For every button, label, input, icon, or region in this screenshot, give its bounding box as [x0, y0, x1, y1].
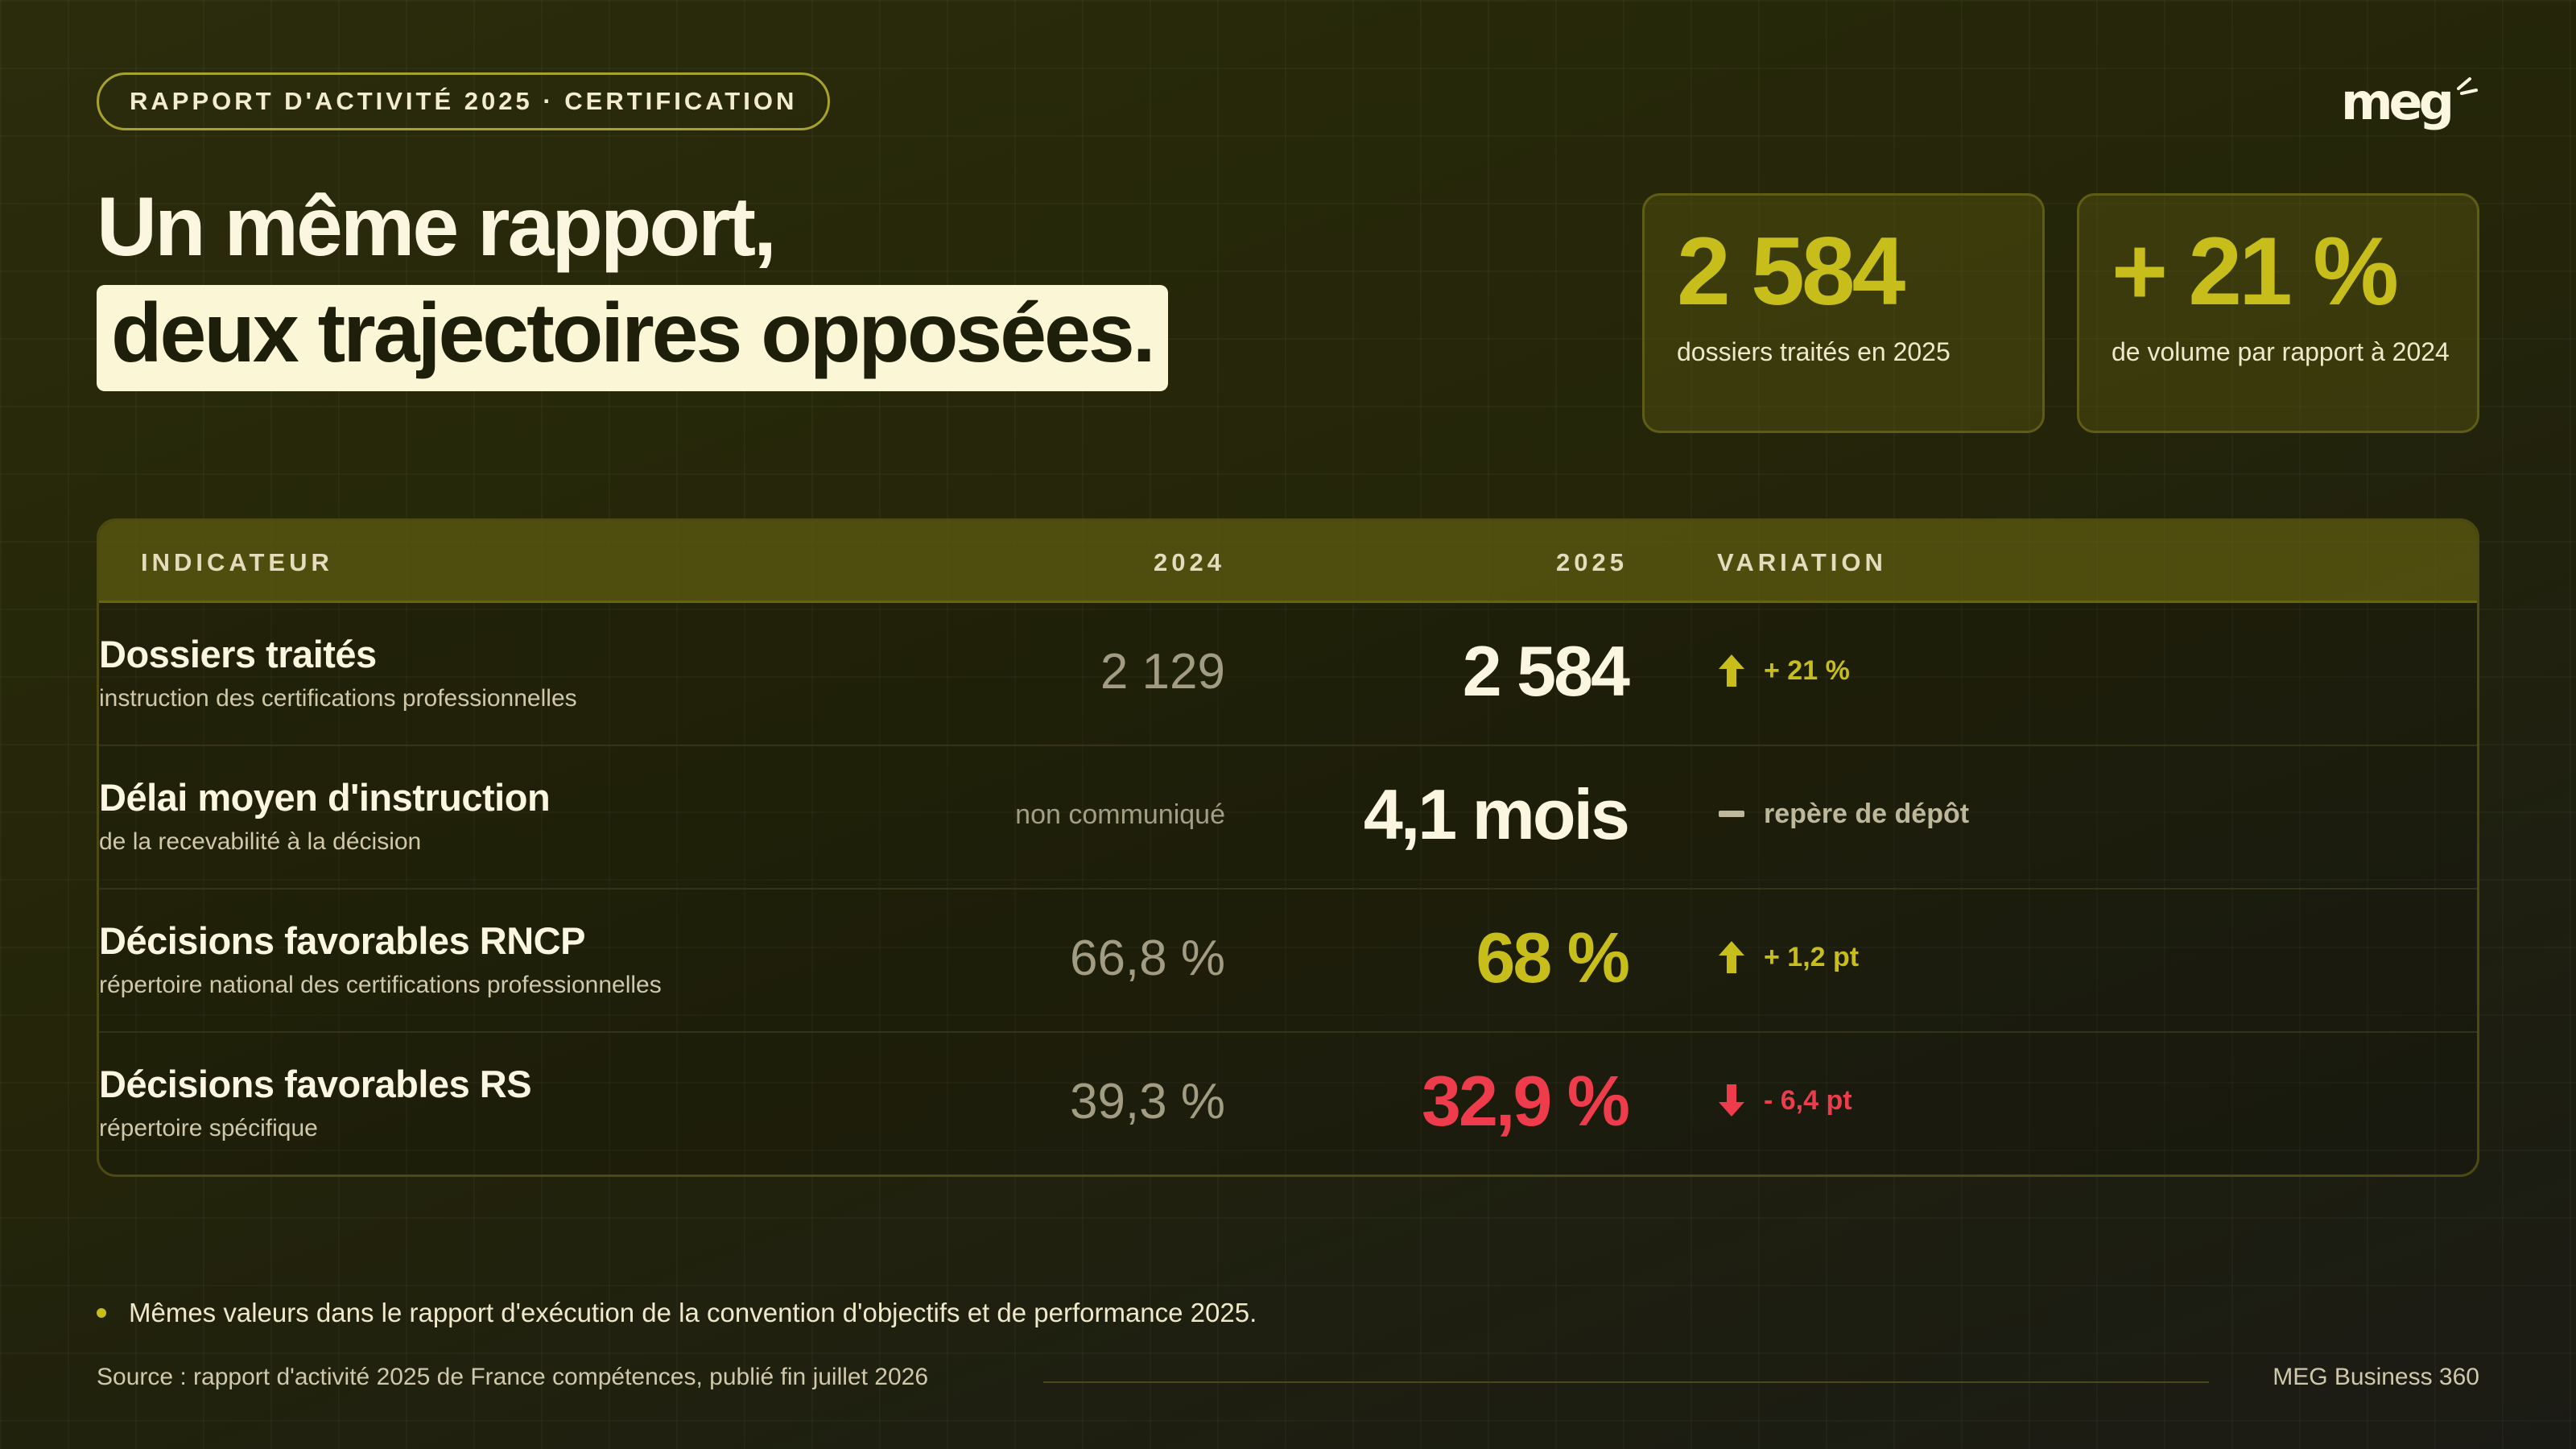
value-2025: 68 % [1476, 918, 1630, 997]
variation: - 6,4 pt [1717, 1083, 1852, 1118]
variation-value: + 21 % [1764, 654, 1850, 686]
value-2024: non communiqué [1015, 799, 1225, 830]
bullet-dot [97, 1308, 106, 1318]
row-subtitle: de la recevabilité à la décision [99, 828, 422, 855]
column-header-variation: VARIATION [1717, 548, 1887, 576]
footnote-text: Mêmes valeurs dans le rapport d'exécutio… [129, 1298, 1257, 1327]
row-subtitle: instruction des certifications professio… [99, 685, 577, 712]
table-row: Délai moyen d'instruction de la recevabi… [99, 746, 2477, 890]
value-2024: 39,3 % [1069, 1074, 1225, 1129]
variation-value: - 6,4 pt [1764, 1084, 1852, 1116]
footnote: Mêmes valeurs dans le rapport d'exécutio… [97, 1298, 1257, 1328]
footer-divider [1043, 1381, 2209, 1383]
indicator-table: INDICATEUR 2024 2025 VARIATION Dossiers … [97, 518, 2479, 1177]
table-row: Décisions favorables RNCP répertoire nat… [99, 890, 2477, 1033]
row-name: Décisions favorables RNCP [99, 919, 585, 962]
dash-icon [1717, 796, 1746, 832]
logo-text: meg [2340, 72, 2454, 131]
value-2025: 2 584 [1462, 631, 1630, 711]
spark-icon [2457, 77, 2478, 95]
column-header-indicator: INDICATEUR [141, 548, 333, 576]
arrow-up-icon [1717, 939, 1746, 975]
kpi-value: 2 584 [1677, 217, 1905, 325]
title-line-1: Un même rapport, [97, 180, 777, 274]
table-row: Décisions favorables RS répertoire spéci… [99, 1033, 2477, 1174]
row-name: Décisions favorables RS [99, 1063, 532, 1105]
kpi-value: + 21 % [2112, 217, 2399, 325]
row-name: Délai moyen d'instruction [99, 776, 551, 819]
value-2025: 4,1 mois [1363, 774, 1630, 854]
variation-value: repère de dépôt [1764, 798, 1970, 829]
variation: + 1,2 pt [1717, 939, 1859, 975]
value-2024: 66,8 % [1069, 931, 1225, 986]
table-row: Dossiers traités instruction des certifi… [99, 603, 2477, 746]
source-citation: Source : rapport d'activité 2025 de Fran… [97, 1364, 929, 1390]
footer-brand: MEG Business 360 [2273, 1364, 2479, 1390]
variation-value: + 1,2 pt [1764, 941, 1860, 972]
title-line-2-highlight: deux trajectoires opposées. [97, 285, 1168, 391]
kpi-label: de volume par rapport à 2024 [2112, 337, 2450, 366]
kpi-card-volume: 2 584 dossiers traités en 2025 [1642, 193, 2045, 433]
meg-logo: meg [2341, 77, 2479, 135]
column-header-2025: 2025 [1556, 548, 1628, 576]
column-header-2024: 2024 [1154, 548, 1225, 576]
value-2025: 32,9 % [1422, 1061, 1630, 1141]
variation: + 21 % [1717, 653, 1850, 688]
value-2024: 2 129 [1100, 644, 1225, 700]
table-header: INDICATEUR 2024 2025 VARIATION [99, 521, 2477, 603]
row-subtitle: répertoire spécifique [99, 1115, 318, 1141]
report-tag: RAPPORT D'ACTIVITÉ 2025 · CERTIFICATION [97, 72, 831, 130]
kpi-card-growth: + 21 % de volume par rapport à 2024 [2077, 193, 2479, 433]
row-name: Dossiers traités [99, 633, 377, 675]
variation: repère de dépôt [1717, 796, 1969, 832]
kpi-label: dossiers traités en 2025 [1677, 337, 1951, 366]
arrow-down-icon [1717, 1083, 1746, 1118]
row-subtitle: répertoire national des certifications p… [99, 972, 662, 998]
arrow-up-icon [1717, 653, 1746, 688]
page-title: Un même rapport, deux trajectoires oppos… [97, 185, 1168, 391]
